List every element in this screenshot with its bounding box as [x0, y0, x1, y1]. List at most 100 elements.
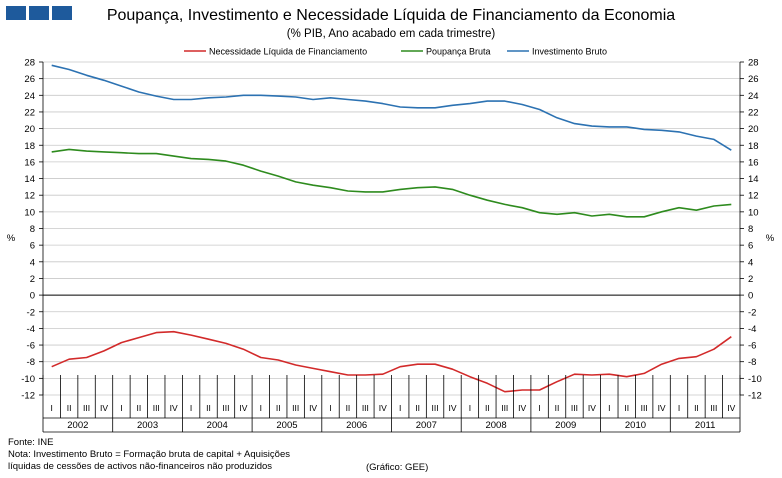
- logo-block: [29, 6, 49, 20]
- quarter-label: II: [555, 403, 560, 413]
- year-label: 2004: [207, 420, 228, 431]
- logo-blocks: [6, 6, 75, 20]
- y-tick-label-left: -8: [27, 357, 35, 368]
- y-tick-label-left: -12: [21, 391, 35, 402]
- y-tick-label-left: 28: [24, 58, 35, 69]
- y-tick-label-right: 18: [748, 141, 759, 152]
- axes: -12 -12-10 -10-8 -8-6 -6-4 -4-2 -20 02 24 46 68 810…: [7, 58, 775, 402]
- y-tick-label-left: 20: [24, 124, 35, 135]
- y-tick-label-right: -10: [748, 374, 762, 385]
- year-label: 2003: [137, 420, 158, 431]
- year-label: 2007: [416, 420, 437, 431]
- source-note: Fonte: INE: [8, 437, 54, 448]
- y-tick-label-right: 16: [748, 157, 759, 168]
- y-tick-label-right: 14: [748, 174, 759, 185]
- legend-label: Necessidade Líquida de Financiamento: [209, 47, 367, 57]
- y-tick-label-left: 18: [24, 141, 35, 152]
- footnote-line-2: líquidas de cessões de activos não-finan…: [8, 461, 273, 472]
- y-tick-label-left: 8: [30, 224, 35, 235]
- year-label: 2010: [625, 420, 646, 431]
- year-label: 2006: [346, 420, 367, 431]
- y-tick-label-right: 10: [748, 207, 759, 218]
- quarter-label: IV: [658, 403, 666, 413]
- y-tick-label-left: 16: [24, 157, 35, 168]
- y-tick-label-right: -8: [748, 357, 756, 368]
- quarter-label: III: [292, 403, 299, 413]
- quarter-label: III: [641, 403, 648, 413]
- y-tick-label-right: 20: [748, 124, 759, 135]
- y-tick-label-left: 26: [24, 74, 35, 85]
- y-tick-label-right: 8: [748, 224, 753, 235]
- y-axis-label-right: %: [766, 233, 775, 244]
- quarter-label: II: [485, 403, 490, 413]
- quarter-label: IV: [379, 403, 387, 413]
- quarter-label: II: [415, 403, 420, 413]
- legend-label: Investimento Bruto: [532, 47, 607, 57]
- quarter-label: I: [329, 403, 331, 413]
- y-axis-label-left: %: [7, 233, 16, 244]
- year-label: 2009: [555, 420, 576, 431]
- y-tick-label-left: 14: [24, 174, 35, 185]
- quarter-label: I: [260, 403, 262, 413]
- quarter-label: IV: [239, 403, 247, 413]
- logo-block: [52, 6, 72, 20]
- quarter-label: II: [346, 403, 351, 413]
- y-tick-label-right: -4: [748, 324, 756, 335]
- chart-title: Poupança, Investimento e Necessidade Líq…: [106, 7, 676, 24]
- grid: [43, 61, 740, 396]
- quarter-label: IV: [727, 403, 735, 413]
- year-label: 2011: [695, 420, 715, 431]
- quarter-label: III: [362, 403, 369, 413]
- quarter-label: III: [153, 403, 160, 413]
- y-tick-label-right: 26: [748, 74, 759, 85]
- y-tick-label-left: 0: [30, 291, 35, 302]
- y-tick-label-right: -6: [748, 341, 756, 352]
- quarter-label: III: [571, 403, 578, 413]
- y-tick-label-left: 24: [24, 91, 35, 102]
- quarter-label: II: [136, 403, 141, 413]
- quarter-label: IV: [309, 403, 317, 413]
- quarter-label: III: [432, 403, 439, 413]
- quarter-label: III: [83, 403, 90, 413]
- quarter-label: III: [710, 403, 717, 413]
- quarter-label: II: [624, 403, 629, 413]
- y-tick-label-left: -6: [27, 341, 35, 352]
- year-label: 2005: [276, 420, 297, 431]
- y-tick-label-right: 0: [748, 291, 753, 302]
- chart-subtitle: (% PIB, Ano acabado em cada trimestre): [286, 28, 496, 40]
- x-axis: I II III IV I II III IV I II III IV I II III IV I II III IV…: [42, 375, 741, 433]
- y-tick-label-right: 6: [748, 241, 753, 252]
- quarter-label: I: [120, 403, 122, 413]
- y-tick-label-left: 2: [30, 274, 35, 285]
- y-tick-label-left: 4: [30, 257, 35, 268]
- quarter-label: I: [51, 403, 53, 413]
- y-tick-label-left: 10: [24, 207, 35, 218]
- y-tick-label-right: 2: [748, 274, 753, 285]
- y-tick-label-right: 22: [748, 107, 759, 118]
- legend-label: Poupança Bruta: [426, 47, 491, 57]
- quarter-label: I: [399, 403, 401, 413]
- y-tick-label-right: -2: [748, 307, 756, 318]
- quarter-label: I: [608, 403, 610, 413]
- y-tick-label-right: 24: [748, 91, 759, 102]
- series-line-investimento-bruto: [51, 64, 732, 151]
- legend: Necessidade Líquida de Financiamento Poup…: [184, 47, 607, 57]
- series-line-poupanca-bruta: [51, 148, 732, 218]
- quarter-label: III: [222, 403, 229, 413]
- quarter-label: IV: [588, 403, 596, 413]
- quarter-label: I: [190, 403, 192, 413]
- y-tick-label-right: 28: [748, 58, 759, 69]
- year-label: 2002: [67, 420, 88, 431]
- quarter-label: IV: [170, 403, 178, 413]
- y-tick-label-left: -2: [27, 307, 35, 318]
- quarter-label: II: [206, 403, 211, 413]
- y-tick-label-left: 12: [24, 191, 35, 202]
- logo-block: [6, 6, 26, 20]
- y-tick-label-left: -4: [27, 324, 35, 335]
- y-tick-label-right: -12: [748, 391, 762, 402]
- y-tick-label-left: 22: [24, 107, 35, 118]
- quarter-label: I: [678, 403, 680, 413]
- y-tick-label-right: 4: [748, 257, 753, 268]
- y-tick-label-left: 6: [30, 241, 35, 252]
- quarter-label: II: [276, 403, 281, 413]
